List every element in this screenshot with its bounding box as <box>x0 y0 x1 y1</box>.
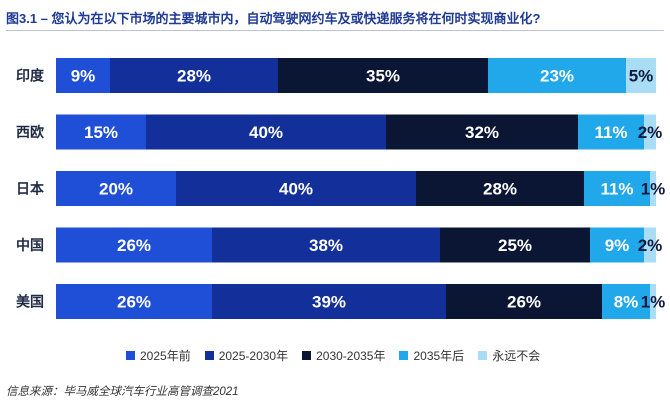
data-label: 32% <box>465 123 499 142</box>
bar-segment <box>626 58 656 93</box>
data-label: 38% <box>309 236 343 255</box>
bar-segment <box>146 114 386 150</box>
data-label: 8% <box>614 293 639 312</box>
legend-swatch <box>126 350 135 360</box>
bar-segment <box>602 284 650 319</box>
data-label: 20% <box>99 180 133 199</box>
legend-label: 永远不会 <box>492 348 541 363</box>
legend-label: 2030-2035年 <box>316 348 386 363</box>
bar-segment <box>488 58 626 93</box>
bar-segment <box>416 171 584 206</box>
legend-swatch <box>478 350 488 360</box>
data-label: 35% <box>366 67 400 86</box>
data-label: 5% <box>629 67 654 86</box>
data-label: 9% <box>605 236 630 255</box>
data-label: 26% <box>507 293 541 312</box>
data-label: 11% <box>600 180 633 199</box>
data-label: 40% <box>249 123 283 142</box>
category-label: 印度 <box>16 68 45 84</box>
legend-label: 2025-2030年 <box>218 348 289 363</box>
legend-swatch <box>302 350 312 360</box>
bar-segment <box>440 227 590 263</box>
chart-title: 图3.1 – 您认为在以下市场的主要城市内，自动驾驶网约车及或快递服务将在何时实… <box>6 11 541 26</box>
legend-swatch <box>399 350 409 360</box>
stacked-bar-chart: 印度 9% 28% 35% 23% 5% 西欧 15% 40% 32% 11% 2% 日本 20% 40% 2… <box>16 58 666 319</box>
data-label: 11% <box>594 123 627 142</box>
legend-swatch <box>204 350 214 360</box>
data-label: 2% <box>638 123 663 142</box>
data-label: 1% <box>641 293 666 312</box>
legend-item-2025-2030: 2025-2030年 <box>204 347 289 364</box>
data-label: 25% <box>498 236 532 255</box>
bar-segment <box>578 114 644 150</box>
bar-segment <box>110 58 278 93</box>
category-label: 日本 <box>16 181 45 197</box>
category-label: 美国 <box>16 294 44 310</box>
data-label: 39% <box>312 293 346 312</box>
bar-segment <box>386 114 578 150</box>
data-label: 26% <box>117 293 151 312</box>
data-label: 15% <box>84 123 118 142</box>
bar-segment <box>590 227 644 263</box>
source-note: 信息来源：毕马威全球汽车行业高管调查2021 <box>6 386 239 398</box>
legend-label: 2035年后 <box>413 348 465 363</box>
data-label: 40% <box>279 180 313 199</box>
bar-segment <box>176 171 416 206</box>
data-label: 2% <box>638 236 663 255</box>
bar-segment <box>56 227 212 263</box>
legend-item-never: 永远不会 <box>478 347 540 364</box>
legend-item-2030-2035: 2030-2035年 <box>302 347 385 364</box>
data-label: 28% <box>177 67 211 86</box>
title-divider <box>6 30 664 31</box>
data-label: 23% <box>540 67 574 86</box>
bar-segment <box>650 284 656 319</box>
legend-label: 2025年前 <box>140 348 191 363</box>
category-label: 中国 <box>16 237 44 253</box>
legend: 2025年前 2025-2030年 2030-2035年 2035年后 永远不会 <box>126 346 554 364</box>
bar-segment <box>446 284 602 319</box>
bar-segment <box>644 114 656 150</box>
legend-item-before-2025: 2025年前 <box>126 347 191 364</box>
bar-segment <box>650 171 656 206</box>
bar-segment <box>56 284 212 319</box>
bar-segment <box>212 284 446 319</box>
bar-segment <box>212 227 440 263</box>
bar-segment <box>584 171 650 206</box>
data-label: 28% <box>483 180 517 199</box>
bar-segment <box>56 58 110 93</box>
bar-segment <box>56 171 176 206</box>
data-label: 1% <box>641 180 666 199</box>
category-label: 西欧 <box>16 124 44 140</box>
bar-segment <box>278 58 488 93</box>
data-label: 26% <box>117 236 151 255</box>
bar-segment <box>644 227 656 263</box>
bar-segment <box>56 114 146 150</box>
data-label: 9% <box>71 67 96 86</box>
legend-item-after-2035: 2035年后 <box>399 347 464 364</box>
